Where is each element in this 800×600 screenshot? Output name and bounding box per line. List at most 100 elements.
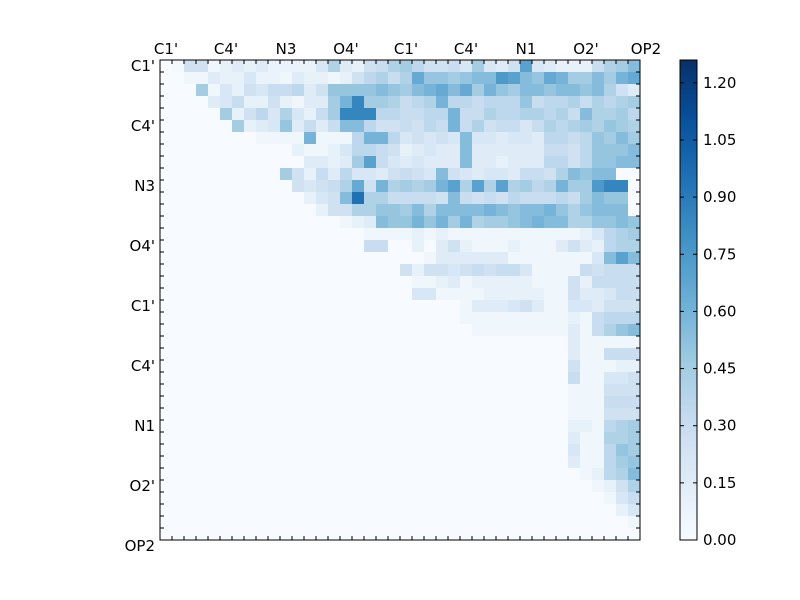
heatmap-cell: [160, 168, 173, 181]
heatmap-cell: [160, 204, 173, 217]
heatmap-cell: [316, 192, 329, 205]
heatmap-cell: [580, 504, 593, 517]
heatmap-cell: [376, 204, 389, 217]
heatmap-cell: [448, 324, 461, 337]
colorbar-tick-label: 0.75: [703, 245, 736, 263]
heatmap-cell: [592, 288, 605, 301]
heatmap-cell: [376, 240, 389, 253]
heatmap-cell: [460, 288, 473, 301]
heatmap-cell: [508, 288, 521, 301]
heatmap-cell: [436, 192, 449, 205]
heatmap-cell: [604, 360, 617, 373]
heatmap-cell: [568, 288, 581, 301]
heatmap-cell: [232, 408, 245, 421]
heatmap-cell: [592, 192, 605, 205]
heatmap-cell: [412, 372, 425, 385]
heatmap-cell: [352, 372, 365, 385]
heatmap-cell: [328, 264, 341, 277]
heatmap-cell: [616, 492, 629, 505]
heatmap-cell: [484, 504, 497, 517]
heatmap-cell: [544, 480, 557, 493]
heatmap-cell: [376, 336, 389, 349]
heatmap-cell: [400, 432, 413, 445]
heatmap-cell: [208, 60, 221, 73]
heatmap-cell: [256, 504, 269, 517]
heatmap-cell: [280, 204, 293, 217]
heatmap-cell: [472, 360, 485, 373]
heatmap-cell: [220, 528, 233, 541]
heatmap-cell: [520, 348, 533, 361]
heatmap-cell: [220, 156, 233, 169]
heatmap-cell: [580, 276, 593, 289]
heatmap-cell: [328, 276, 341, 289]
heatmap-cell: [292, 408, 305, 421]
heatmap-cell: [472, 384, 485, 397]
heatmap-cell: [568, 108, 581, 121]
heatmap-cell: [388, 84, 401, 97]
heatmap-cell: [592, 492, 605, 505]
heatmap-cell: [376, 180, 389, 193]
heatmap-cell: [400, 504, 413, 517]
heatmap-cell: [532, 264, 545, 277]
heatmap-cell: [532, 480, 545, 493]
heatmap-cell: [376, 468, 389, 481]
heatmap-cell: [184, 492, 197, 505]
heatmap-cell: [208, 192, 221, 205]
heatmap-cell: [160, 456, 173, 469]
heatmap-cell: [580, 228, 593, 241]
heatmap-cell: [340, 288, 353, 301]
heatmap-cell: [556, 132, 569, 145]
heatmap-cell: [232, 288, 245, 301]
heatmap-cell: [388, 216, 401, 229]
heatmap-cell: [220, 228, 233, 241]
heatmap-cell: [292, 180, 305, 193]
heatmap-cell: [628, 504, 641, 517]
heatmap-cell: [388, 204, 401, 217]
heatmap-cell: [520, 444, 533, 457]
heatmap-cell: [304, 96, 317, 109]
heatmap-cell: [352, 516, 365, 529]
heatmap-cell: [556, 420, 569, 433]
heatmap-cell: [304, 504, 317, 517]
heatmap-cell: [160, 228, 173, 241]
heatmap-cell: [268, 360, 281, 373]
heatmap-cell: [196, 456, 209, 469]
heatmap-cell: [544, 168, 557, 181]
heatmap-cell: [412, 336, 425, 349]
heatmap-cell: [520, 240, 533, 253]
heatmap-cell: [424, 420, 437, 433]
heatmap-cell: [472, 192, 485, 205]
heatmap-cell: [568, 216, 581, 229]
heatmap-cell: [244, 108, 257, 121]
heatmap-cell: [472, 144, 485, 157]
heatmap-cell: [568, 348, 581, 361]
heatmap-cell: [196, 492, 209, 505]
heatmap-cell: [196, 420, 209, 433]
heatmap-cell: [160, 276, 173, 289]
heatmap-cell: [472, 156, 485, 169]
heatmap-cell: [232, 300, 245, 313]
y-tick-label: N3: [134, 177, 155, 195]
heatmap-cell: [184, 240, 197, 253]
heatmap-cell: [424, 336, 437, 349]
heatmap-cell: [556, 336, 569, 349]
heatmap-cell: [280, 408, 293, 421]
heatmap-cell: [556, 492, 569, 505]
heatmap-cell: [604, 132, 617, 145]
x-tick-label: OP2: [631, 40, 661, 58]
heatmap-cell: [616, 372, 629, 385]
heatmap-cell: [232, 60, 245, 73]
heatmap-cell: [292, 132, 305, 145]
heatmap-cell: [616, 60, 629, 73]
heatmap-cell: [544, 180, 557, 193]
heatmap-cell: [436, 276, 449, 289]
heatmap-cell: [232, 264, 245, 277]
colorbar-tick-label: 0.00: [703, 531, 736, 549]
heatmap-cell: [460, 228, 473, 241]
heatmap-cell: [280, 288, 293, 301]
heatmap-cell: [208, 384, 221, 397]
heatmap-cell: [352, 168, 365, 181]
heatmap-cell: [436, 516, 449, 529]
y-tick-label: C4': [131, 357, 155, 375]
